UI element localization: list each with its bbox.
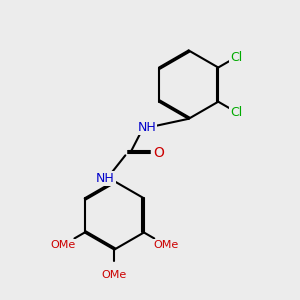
Text: NH: NH: [96, 172, 115, 185]
Text: Cl: Cl: [230, 51, 242, 64]
Text: OMe: OMe: [50, 240, 76, 250]
Text: O: O: [153, 146, 164, 160]
Text: OMe: OMe: [153, 240, 178, 250]
Text: NH: NH: [138, 121, 156, 134]
Text: Cl: Cl: [230, 106, 242, 118]
Text: OMe: OMe: [102, 270, 127, 280]
